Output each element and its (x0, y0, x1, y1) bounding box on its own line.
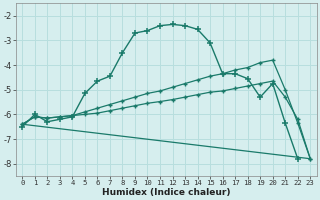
X-axis label: Humidex (Indice chaleur): Humidex (Indice chaleur) (102, 188, 230, 197)
